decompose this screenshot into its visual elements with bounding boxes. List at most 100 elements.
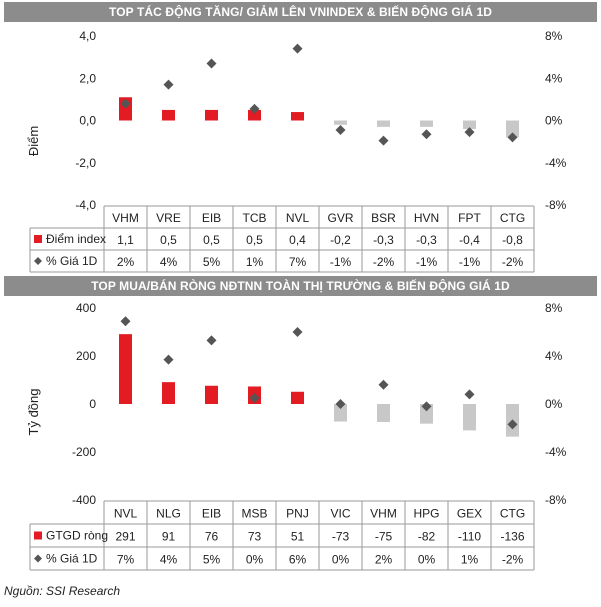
chart2-marker (249, 393, 260, 403)
chart2-bar-value-label: -73 (332, 530, 350, 544)
chart2-marker (120, 316, 131, 327)
chart1-marker-value-label: -1% (459, 255, 481, 269)
chart1-bar (377, 120, 390, 127)
chart2-bar (162, 382, 175, 404)
chart2-marker-value-label: 2% (375, 553, 393, 567)
chart2-marker (464, 389, 475, 400)
chart2-bar-value-label: -110 (458, 530, 481, 544)
chart2-bar-value-label: -82 (418, 530, 436, 544)
chart1-category-label: VHM (112, 211, 139, 225)
chart1-y-tick-label: -2,0 (75, 156, 96, 170)
chart2-legend-bar-name: GTGD ròng (46, 529, 108, 543)
chart1-bar-value-label: -0,3 (416, 233, 437, 247)
chart1-y-tick-label: -4,0 (75, 198, 96, 212)
chart2-bar-value-label: 76 (205, 530, 219, 544)
chart1-category-label: VRE (156, 211, 181, 225)
chart2-legend-bar-swatch (34, 531, 42, 540)
chart2-bar (119, 334, 132, 404)
chart1-bar (463, 120, 476, 129)
chart1-y-tick-label: 2,0 (79, 71, 96, 85)
chart2-marker-value-label: 6% (289, 553, 307, 567)
chart2-marker-value-label: 1% (461, 553, 479, 567)
chart1-marker (464, 127, 475, 138)
chart2-bar-value-label: 51 (291, 530, 305, 544)
chart2-bar (291, 391, 304, 404)
chart1-y2-tick-label: 4% (545, 71, 563, 85)
chart2-title: TOP MUA/BÁN RÒNG NĐTNN TOÀN THỊ TRƯỜNG &… (4, 276, 597, 296)
chart1-category-label: GVR (327, 211, 353, 225)
chart1-marker-value-label: 1% (246, 255, 264, 269)
chart2-bar (420, 404, 433, 424)
chart1-y2-tick-label: 8% (545, 29, 563, 43)
chart1-marker (249, 103, 260, 114)
chart1-marker-value-label: -1% (416, 255, 438, 269)
chart1-category-label: CTG (500, 211, 525, 225)
chart2-marker (292, 327, 303, 337)
chart2-y2-tick-label: 0% (545, 397, 563, 411)
chart1-marker-value-label: -2% (502, 255, 524, 269)
chart1-bar-value-label: 0,5 (160, 233, 177, 247)
chart1-legend-bar-swatch (34, 235, 42, 243)
chart1-marker (378, 135, 389, 146)
chart1-marker (335, 125, 346, 136)
chart1-bar-value-label: 0,4 (289, 233, 306, 247)
chart1-bar (291, 112, 304, 121)
chart2-category-label: MSB (241, 507, 267, 521)
chart1-bar-value-label: -0,3 (373, 233, 394, 247)
chart2-bar-value-label: -136 (500, 530, 524, 544)
chart2-y2-tick-label: 8% (545, 301, 563, 315)
chart2-marker (335, 399, 346, 409)
chart2-category-label: GEX (457, 507, 482, 521)
chart1-bar-value-label: 1,1 (117, 233, 134, 247)
chart1-y-tick-label: 4,0 (79, 29, 96, 43)
chart1-marker (163, 79, 174, 90)
chart1-bar (205, 109, 218, 121)
chart1-marker-value-label: 4% (160, 255, 178, 269)
chart1-marker (421, 129, 432, 140)
chart2-marker-value-label: -2% (502, 553, 524, 567)
chart1-bar-value-label: 0,5 (203, 233, 220, 247)
chart2-category-label: HPG (413, 507, 439, 521)
chart1-bar (162, 109, 175, 121)
chart2-marker (206, 335, 217, 346)
chart1-marker-value-label: 2% (117, 255, 135, 269)
chart2-y-axis-label: Tỷ đồng (26, 389, 41, 436)
chart1-category-label: NVL (286, 211, 310, 225)
chart1-bar-value-label: -0,2 (330, 233, 351, 247)
chart2-y2-tick-label: -8% (545, 493, 567, 507)
chart2-y-tick-label: 400 (76, 301, 96, 315)
chart2-bar-value-label: 73 (248, 530, 262, 544)
chart2-marker-value-label: 0% (332, 553, 350, 567)
chart2-bar (334, 404, 347, 422)
chart1-marker-value-label: -1% (330, 255, 352, 269)
chart1-category-label: HVN (414, 211, 439, 225)
chart2-category-label: VHM (370, 507, 397, 521)
chart2-bar (377, 404, 390, 422)
chart1-marker-value-label: 5% (203, 255, 221, 269)
chart1-legend-bar-name: Điểm index (46, 232, 106, 246)
chart1-y2-tick-label: 0% (545, 114, 563, 128)
chart2-marker-value-label: 0% (246, 553, 264, 567)
chart2-y-tick-label: 0 (89, 397, 96, 411)
chart1-marker (206, 58, 217, 69)
chart2-y-tick-label: -400 (72, 493, 96, 507)
chart1-marker-value-label: 7% (289, 255, 307, 269)
chart2-bar-value-label: 91 (162, 530, 176, 544)
chart2-category-label: EIB (202, 507, 221, 521)
chart2-bar-value-label: 291 (115, 530, 135, 544)
chart2-category-label: PNJ (286, 507, 309, 521)
chart2-category-label: NLG (156, 507, 181, 521)
chart1-marker-value-label: -2% (373, 255, 395, 269)
chart1-title: TOP TÁC ĐỘNG TĂNG/ GIẢM LÊN VNINDEX & BI… (4, 2, 597, 22)
chart2-bar (205, 385, 218, 404)
chart1-marker (507, 132, 518, 143)
chart1-bar-value-label: -0,8 (502, 233, 523, 247)
chart1-bar (420, 120, 433, 127)
chart1-bar-value-label: 0,5 (246, 233, 263, 247)
chart2-category-label: CTG (500, 507, 525, 521)
chart2-marker-value-label: 4% (160, 553, 178, 567)
chart2-marker (378, 379, 389, 390)
chart2-marker (421, 401, 432, 412)
chart2-category-label: VIC (330, 507, 350, 521)
